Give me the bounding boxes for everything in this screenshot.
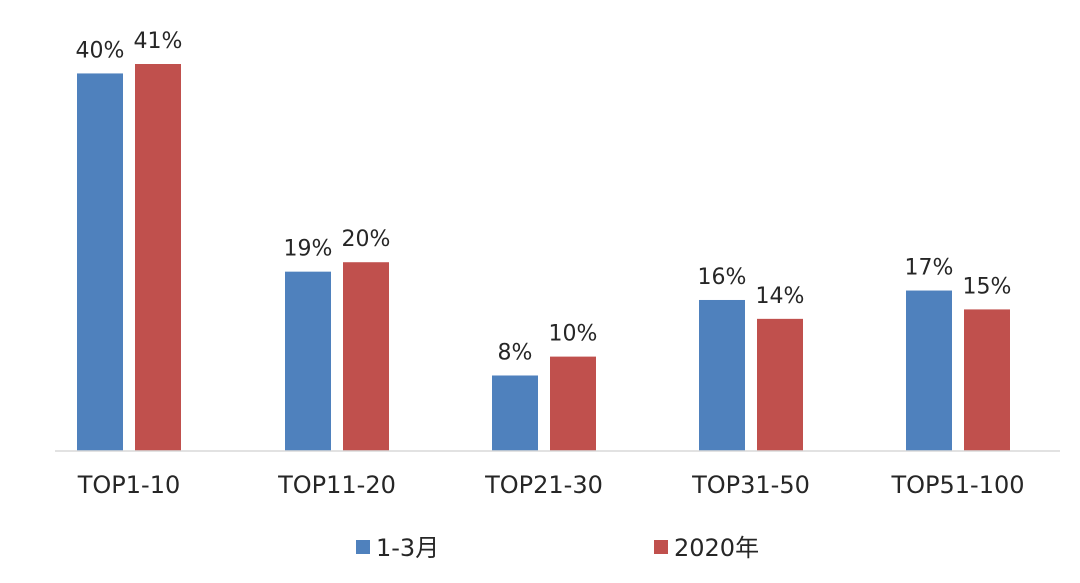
bar-top31-50-series-2	[757, 318, 803, 451]
data-label-top11-20-series-2: 20%	[342, 227, 391, 252]
x-tick-label-top21-30: TOP21-30	[484, 471, 603, 499]
bar-top1-10-series-2	[135, 64, 181, 451]
x-tick-label-top11-20: TOP11-20	[277, 471, 396, 499]
bar-top21-30-series-1	[492, 375, 538, 451]
legend-label-series-2: 2020年	[674, 534, 759, 562]
data-label-top51-100-series-1: 17%	[905, 256, 954, 281]
legend: 1-3月 2020年	[356, 534, 759, 562]
x-axis-ticks-layer: TOP1-10 TOP11-20 TOP21-30 TOP31-50 TOP51-100	[77, 471, 1025, 499]
bar-top51-100-series-2	[964, 309, 1010, 451]
data-label-top11-20-series-1: 19%	[284, 237, 333, 262]
data-label-top31-50-series-2: 14%	[756, 284, 805, 309]
bar-top51-100-series-1	[906, 290, 952, 451]
legend-swatch-series-1	[356, 540, 370, 554]
data-label-top21-30-series-2: 10%	[549, 322, 598, 347]
bar-top21-30-series-2	[550, 356, 596, 451]
legend-label-series-1: 1-3月	[376, 534, 439, 562]
bars-layer	[77, 64, 1010, 451]
data-label-top1-10-series-1: 40%	[76, 38, 125, 63]
data-label-top21-30-series-1: 8%	[498, 340, 533, 365]
x-tick-label-top1-10: TOP1-10	[77, 471, 181, 499]
x-tick-label-top51-100: TOP51-100	[890, 471, 1024, 499]
bar-top1-10-series-1	[77, 73, 123, 451]
data-label-top31-50-series-1: 16%	[698, 265, 747, 290]
bar-top11-20-series-1	[285, 271, 331, 451]
bar-top31-50-series-1	[699, 299, 745, 451]
x-tick-label-top31-50: TOP31-50	[691, 471, 810, 499]
legend-swatch-series-2	[654, 540, 668, 554]
data-labels-layer: 40% 41% 19% 20% 8% 10% 16% 14% 17% 15%	[76, 29, 1012, 365]
bar-top11-20-series-2	[343, 262, 389, 451]
data-label-top1-10-series-2: 41%	[134, 29, 183, 54]
data-label-top51-100-series-2: 15%	[963, 274, 1012, 299]
